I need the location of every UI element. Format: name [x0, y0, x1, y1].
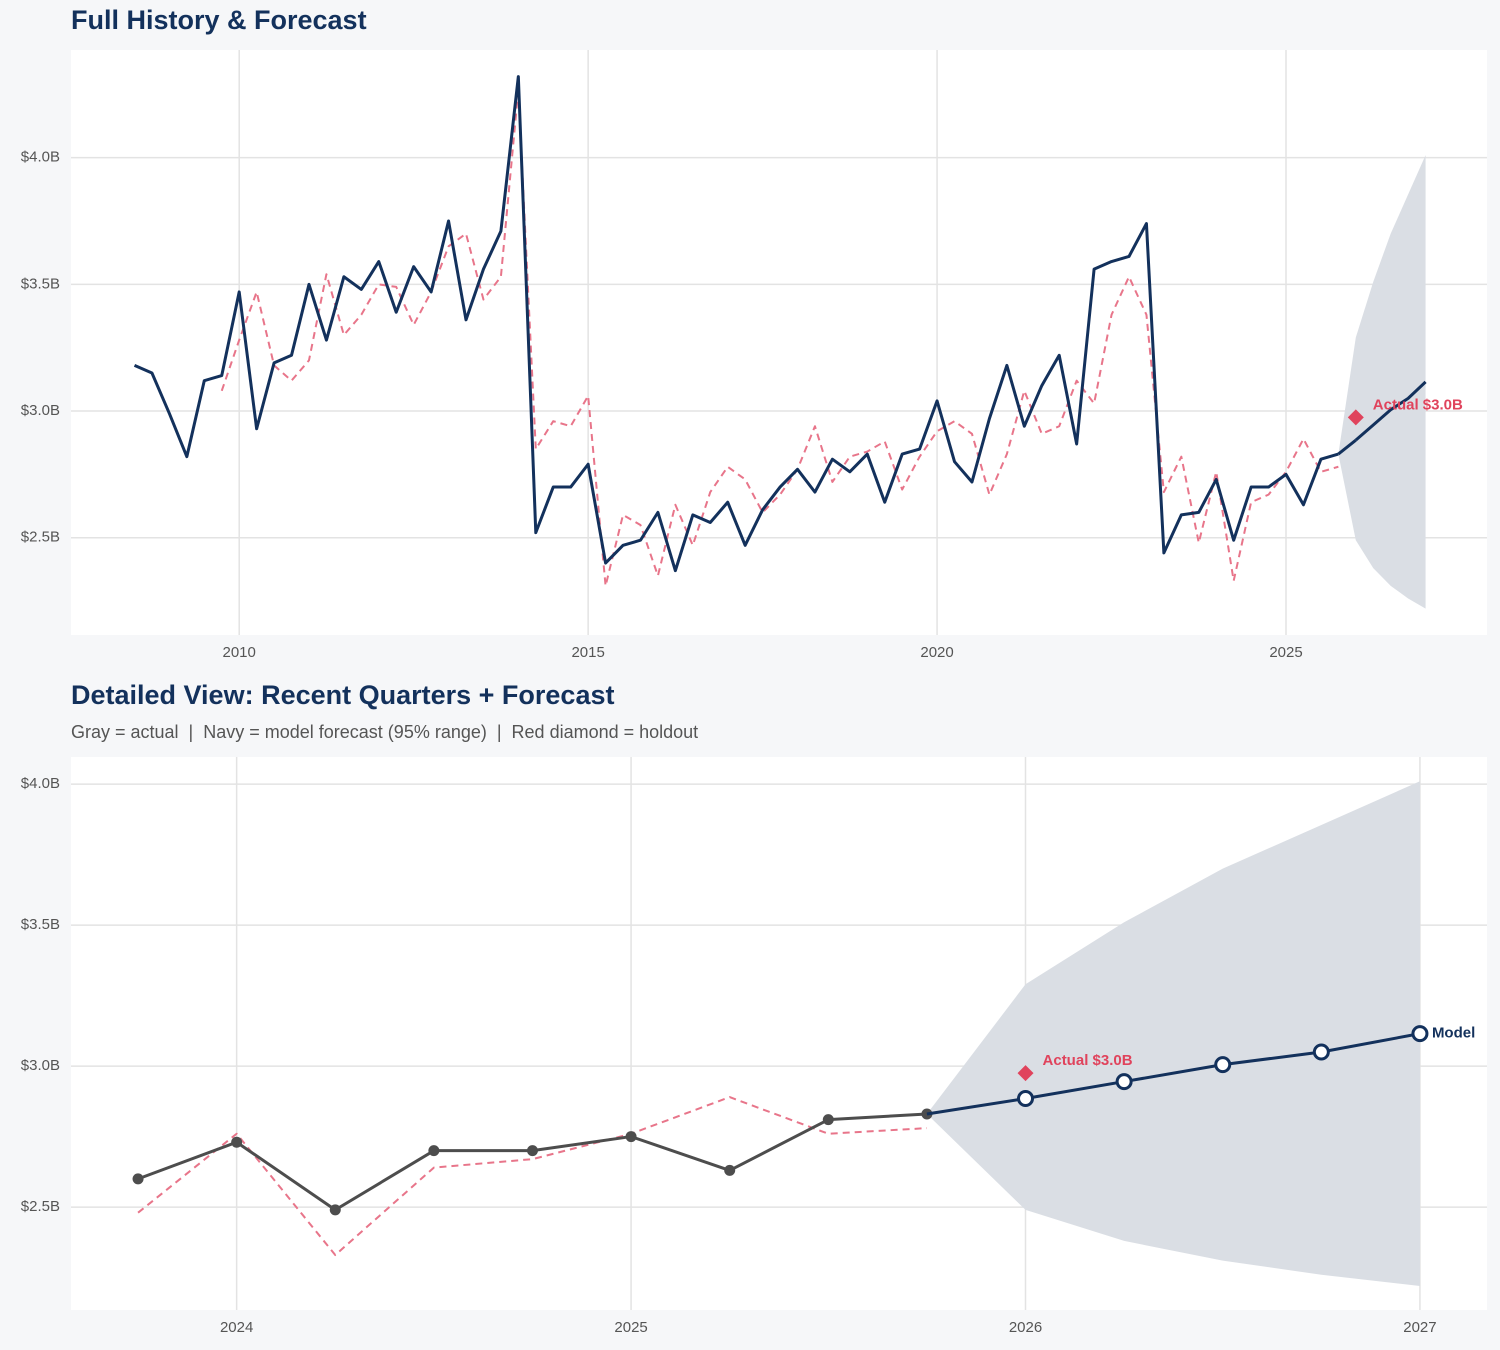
y-tick-label: $3.0B [21, 1057, 60, 1074]
forecast-connector [926, 1097, 1026, 1116]
chart-subtitle: Gray = actual | Navy = model forecast (9… [71, 722, 698, 742]
x-tick-label: 2025 [1269, 644, 1302, 661]
point-marker [526, 1145, 538, 1157]
holdout-label: Actual $3.0B [1373, 396, 1463, 413]
holdout-label: Actual $3.0B [1043, 1052, 1133, 1069]
point-marker [1411, 1025, 1429, 1043]
x-tick-label: 2024 [220, 1319, 253, 1336]
y-tick-label: $3.0B [21, 402, 60, 419]
point-marker [724, 1164, 736, 1176]
y-tick-label: $4.0B [21, 775, 60, 792]
point-marker [428, 1145, 440, 1157]
confidence-band [1338, 155, 1426, 609]
x-tick-label: 2015 [571, 644, 604, 661]
point-marker [625, 1131, 637, 1143]
holdout-marker [1347, 409, 1364, 426]
holdout-marker [1017, 1065, 1034, 1082]
point-marker [822, 1114, 834, 1126]
plot-area [71, 50, 1487, 635]
forecast-connector [1337, 438, 1357, 456]
point-marker [1312, 1043, 1330, 1061]
point-marker [132, 1173, 144, 1185]
chart-title: Full History & Forecast [71, 5, 367, 35]
y-tick-label: $2.5B [21, 529, 60, 546]
x-tick-label: 2020 [920, 644, 953, 661]
series-end-label: Model [1432, 1025, 1475, 1042]
fitted-line [220, 88, 1339, 587]
x-tick-label: 2010 [223, 644, 256, 661]
point-marker [231, 1136, 243, 1148]
point-marker [1115, 1073, 1133, 1091]
y-tick-label: $4.0B [21, 149, 60, 166]
confidence-band [926, 781, 1420, 1287]
x-tick-label: 2025 [614, 1319, 647, 1336]
y-tick-label: $3.5B [21, 916, 60, 933]
x-tick-label: 2026 [1009, 1319, 1042, 1336]
chart-title: Detailed View: Recent Quarters + Forecas… [71, 680, 614, 710]
point-marker [329, 1204, 341, 1216]
y-tick-label: $3.5B [21, 275, 60, 292]
y-tick-label: $2.5B [21, 1198, 60, 1215]
point-marker [1017, 1090, 1035, 1108]
series-line [1354, 380, 1427, 442]
point-marker [1214, 1056, 1232, 1074]
x-tick-label: 2027 [1403, 1319, 1436, 1336]
series-line [133, 75, 1339, 573]
